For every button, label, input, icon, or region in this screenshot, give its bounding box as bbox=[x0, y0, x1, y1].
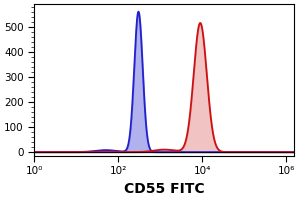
X-axis label: CD55 FITC: CD55 FITC bbox=[124, 182, 204, 196]
